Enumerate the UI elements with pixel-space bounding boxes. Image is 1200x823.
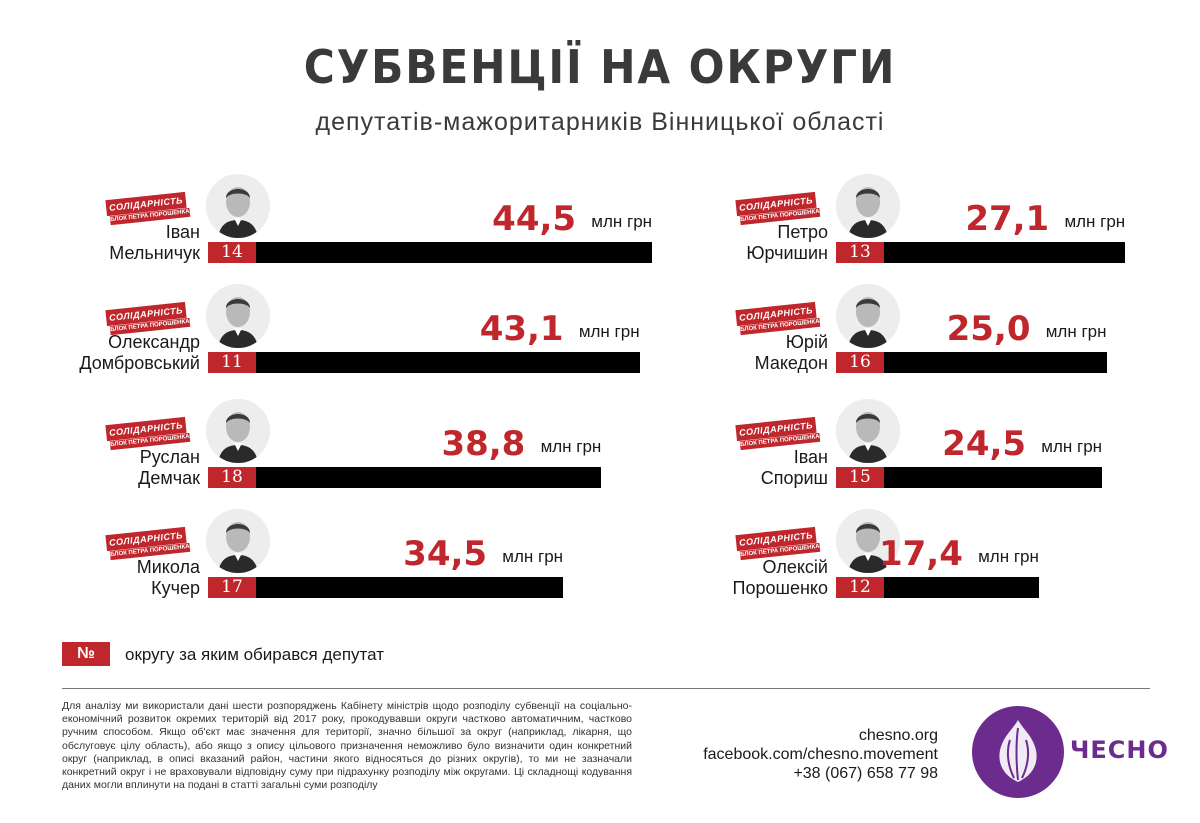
party-badge: СОЛІДАРНІСТЬ БЛОК ПЕТРА ПОРОШЕНКА bbox=[735, 301, 822, 336]
contact-facebook[interactable]: facebook.com/chesno.movement bbox=[703, 746, 938, 763]
deputy-photo bbox=[836, 509, 900, 573]
deputy-last-name: Демчак bbox=[138, 468, 200, 488]
footer-divider bbox=[62, 688, 1150, 689]
deputy-first-name: Олександр bbox=[108, 332, 200, 352]
value-label: 24,5 bbox=[942, 424, 1027, 464]
district-number: 11 bbox=[208, 352, 256, 373]
deputy-last-name: Юрчишин bbox=[746, 243, 828, 263]
value-bar bbox=[884, 467, 1103, 488]
contacts: chesno.org facebook.com/chesno.movement … bbox=[703, 726, 938, 783]
value-label: 34,5 bbox=[403, 534, 488, 574]
deputy-photo bbox=[206, 399, 270, 463]
page-subtitle: депутатів-мажоритарників Вінницької обла… bbox=[315, 108, 885, 136]
value-bar bbox=[256, 352, 640, 373]
deputy-first-name: Петро bbox=[777, 222, 828, 242]
page-title: СУБВЕНЦІЇ НА ОКРУГИ bbox=[303, 40, 897, 94]
value-bar bbox=[884, 352, 1107, 373]
district-number: 12 bbox=[836, 577, 884, 598]
deputy-last-name: Порошенко bbox=[732, 578, 828, 598]
value-unit: млн грн bbox=[1041, 437, 1103, 456]
deputy-name: Іван Спориш bbox=[698, 447, 828, 489]
deputy-first-name: Юрій bbox=[785, 332, 828, 352]
value-unit: млн грн bbox=[591, 212, 653, 231]
value-label: 27,1 bbox=[965, 199, 1050, 239]
deputy-photo bbox=[836, 174, 900, 238]
deputy-last-name: Мельничук bbox=[109, 243, 200, 263]
deputy-first-name: Іван bbox=[793, 447, 828, 467]
district-number: 13 bbox=[836, 242, 884, 263]
deputy-name: Олександр Домбровський bbox=[70, 332, 200, 374]
deputy-name: Микола Кучер bbox=[70, 557, 200, 599]
value-unit: млн грн bbox=[978, 547, 1039, 566]
party-badge: СОЛІДАРНІСТЬ БЛОК ПЕТРА ПОРОШЕНКА bbox=[105, 526, 192, 561]
deputy-photo bbox=[836, 284, 900, 348]
value-label: 38,8 bbox=[441, 424, 526, 464]
deputy-first-name: Іван bbox=[165, 222, 200, 242]
deputy-first-name: Олексій bbox=[762, 557, 828, 577]
value-label: 43,1 bbox=[479, 309, 564, 349]
value-bar bbox=[256, 577, 564, 598]
party-badge: СОЛІДАРНІСТЬ БЛОК ПЕТРА ПОРОШЕНКА bbox=[735, 526, 822, 561]
deputy-name: Петро Юрчишин bbox=[698, 222, 828, 264]
chesno-logo-text: ЧЕСНО bbox=[1070, 736, 1169, 764]
party-badge: СОЛІДАРНІСТЬ БЛОК ПЕТРА ПОРОШЕНКА bbox=[105, 301, 192, 336]
party-badge: СОЛІДАРНІСТЬ БЛОК ПЕТРА ПОРОШЕНКА bbox=[735, 416, 822, 451]
deputy-photo bbox=[206, 509, 270, 573]
value-label: 25,0 bbox=[946, 309, 1031, 349]
value-unit: млн грн bbox=[502, 547, 564, 566]
district-number: 16 bbox=[836, 352, 884, 373]
value-unit: млн грн bbox=[1045, 322, 1107, 341]
deputy-photo bbox=[206, 284, 270, 348]
deputy-name: Олексій Порошенко bbox=[698, 557, 828, 599]
value-unit: млн грн bbox=[1064, 212, 1126, 231]
contact-site[interactable]: chesno.org bbox=[858, 727, 938, 744]
deputy-photo bbox=[206, 174, 270, 238]
contact-phone: +38 (067) 658 77 98 bbox=[793, 765, 938, 782]
deputy-last-name: Спориш bbox=[760, 468, 828, 488]
party-badge: СОЛІДАРНІСТЬ БЛОК ПЕТРА ПОРОШЕНКА bbox=[105, 191, 192, 226]
deputy-first-name: Микола bbox=[136, 557, 200, 577]
deputy-photo bbox=[836, 399, 900, 463]
value-bar bbox=[884, 577, 1039, 598]
deputy-last-name: Кучер bbox=[151, 578, 200, 598]
district-number: 15 bbox=[836, 467, 884, 488]
district-number: 18 bbox=[208, 467, 256, 488]
deputy-first-name: Руслан bbox=[139, 447, 200, 467]
value-bar bbox=[256, 467, 602, 488]
legend-district-symbol: № bbox=[62, 642, 110, 666]
value-label: 17,4 bbox=[878, 534, 963, 574]
legend-text: округу за яким обирався депутат bbox=[125, 645, 385, 664]
methodology-note: Для аналізу ми використали дані шести ро… bbox=[62, 700, 632, 792]
deputy-name: Руслан Демчак bbox=[70, 447, 200, 489]
value-label: 44,5 bbox=[492, 199, 577, 239]
value-unit: млн грн bbox=[578, 322, 640, 341]
value-bar bbox=[256, 242, 653, 263]
deputy-name: Юрій Македон bbox=[698, 332, 828, 374]
deputy-last-name: Македон bbox=[754, 353, 828, 373]
party-badge: СОЛІДАРНІСТЬ БЛОК ПЕТРА ПОРОШЕНКА bbox=[105, 416, 192, 451]
party-badge: СОЛІДАРНІСТЬ БЛОК ПЕТРА ПОРОШЕНКА bbox=[735, 191, 822, 226]
district-number: 14 bbox=[208, 242, 256, 263]
deputy-last-name: Домбровський bbox=[79, 353, 200, 373]
chesno-logo-icon bbox=[972, 706, 1064, 798]
deputy-name: Іван Мельничук bbox=[70, 222, 200, 264]
district-number: 17 bbox=[208, 577, 256, 598]
value-unit: млн грн bbox=[540, 437, 602, 456]
value-bar bbox=[884, 242, 1126, 263]
